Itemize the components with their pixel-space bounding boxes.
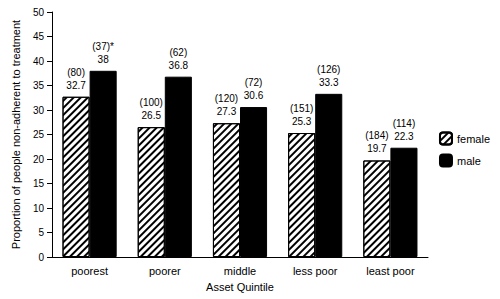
- svg-text:(80): (80): [67, 67, 85, 78]
- svg-text:middle: middle: [224, 265, 256, 277]
- svg-text:30.6: 30.6: [244, 90, 264, 101]
- svg-text:30: 30: [33, 105, 45, 116]
- svg-text:20: 20: [33, 154, 45, 165]
- svg-text:50: 50: [33, 7, 45, 18]
- svg-text:least poor: least poor: [366, 265, 415, 277]
- svg-text:25: 25: [33, 129, 45, 140]
- svg-text:15: 15: [33, 178, 45, 189]
- svg-text:38: 38: [98, 54, 110, 65]
- svg-text:22.3: 22.3: [394, 131, 414, 142]
- svg-text:32.7: 32.7: [66, 80, 86, 91]
- svg-text:26.5: 26.5: [142, 110, 162, 121]
- svg-text:(62): (62): [169, 47, 187, 58]
- svg-text:(37)*: (37)*: [92, 41, 114, 52]
- svg-text:40: 40: [33, 56, 45, 67]
- svg-text:36.8: 36.8: [169, 60, 189, 71]
- svg-text:(72): (72): [245, 77, 263, 88]
- svg-text:male: male: [457, 155, 481, 167]
- svg-text:poorer: poorer: [149, 265, 181, 277]
- svg-text:5: 5: [38, 227, 44, 238]
- svg-text:(100): (100): [140, 97, 163, 108]
- svg-text:(114): (114): [393, 118, 416, 129]
- svg-text:10: 10: [33, 203, 45, 214]
- svg-text:(120): (120): [215, 93, 238, 104]
- svg-text:35: 35: [33, 80, 45, 91]
- svg-text:(126): (126): [317, 64, 340, 75]
- svg-text:19.7: 19.7: [367, 143, 387, 154]
- svg-text:0: 0: [38, 252, 44, 263]
- svg-text:less poor: less poor: [293, 265, 338, 277]
- svg-text:(184): (184): [365, 130, 388, 141]
- svg-text:27.3: 27.3: [217, 106, 237, 117]
- svg-text:poorest: poorest: [71, 265, 108, 277]
- svg-text:female: female: [457, 133, 490, 145]
- svg-text:(151): (151): [290, 103, 313, 114]
- svg-text:Asset Quintile: Asset Quintile: [206, 281, 274, 293]
- svg-text:Proportion of people non-adher: Proportion of people non-adherent to tre…: [10, 20, 22, 249]
- svg-text:25.3: 25.3: [292, 116, 312, 127]
- svg-text:45: 45: [33, 31, 45, 42]
- svg-text:33.3: 33.3: [319, 77, 339, 88]
